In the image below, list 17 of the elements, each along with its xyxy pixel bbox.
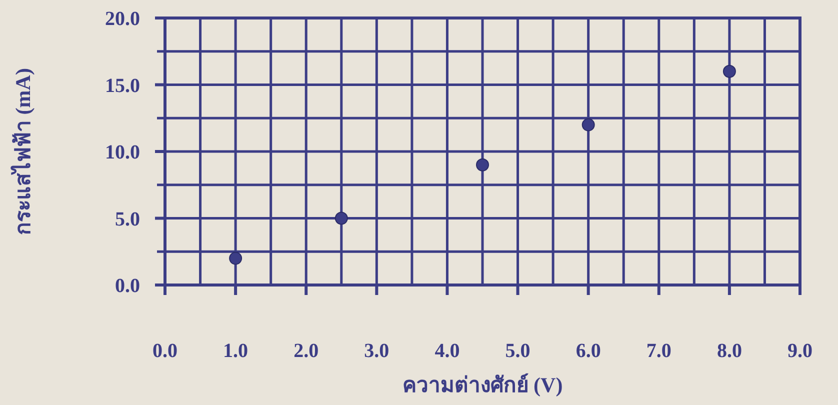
x-tick-label: 5.0 [505,340,530,362]
x-axis-title: ความต่างศักย์ (V) [402,373,563,397]
y-tick-label: 20.0 [105,8,140,30]
y-tick-label: 15.0 [105,74,140,97]
x-tick-label: 9.0 [788,340,812,362]
x-tick-label: 3.0 [364,340,390,362]
x-tick-label: 0.0 [152,340,178,362]
y-axis-title: กระแสไฟฟ้า (mA) [10,68,35,235]
x-tick-label: 1.0 [223,340,248,362]
y-tick-label: 0.0 [115,275,140,297]
x-tick-label: 7.0 [646,340,672,362]
x-tick-label: 4.0 [434,340,460,362]
x-tick-label: 8.0 [716,340,742,362]
x-tick-label: 2.0 [294,340,319,362]
x-tick-label: 6.0 [576,340,601,362]
y-tick-label: 10.0 [105,142,140,164]
y-tick-label: 5.0 [115,208,140,230]
